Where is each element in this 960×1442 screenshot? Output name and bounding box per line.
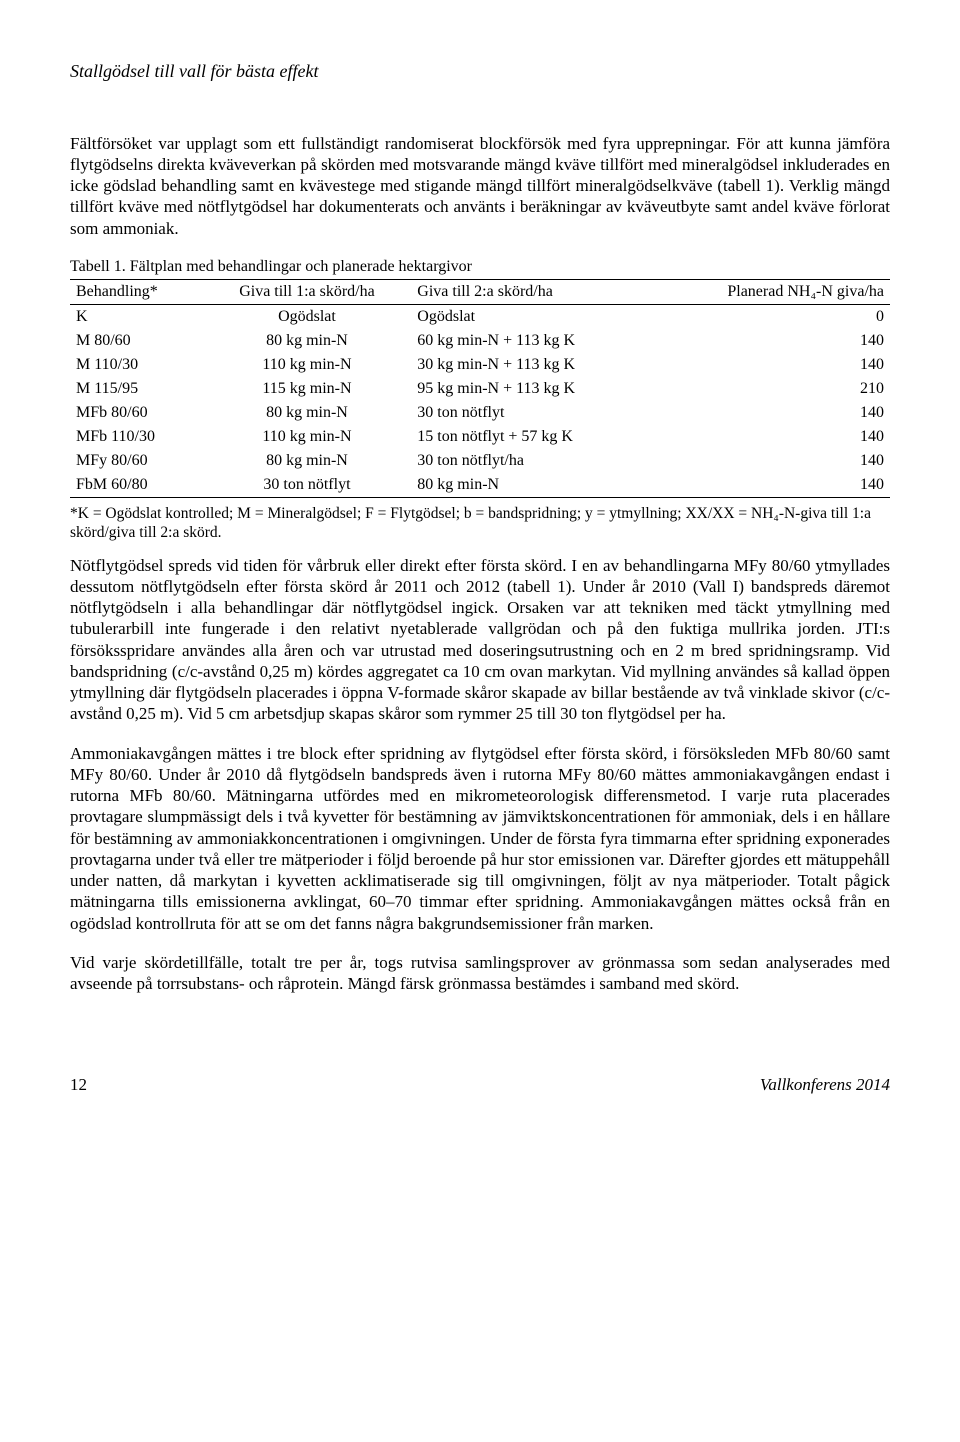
table-cell: 140 <box>651 473 890 498</box>
treatments-table: Behandling* Giva till 1:a skörd/ha Giva … <box>70 279 890 498</box>
table-cell: 15 ton nötflyt + 57 kg K <box>411 425 651 449</box>
table-cell: 0 <box>651 304 890 329</box>
table-row: MFb 110/30110 kg min-N15 ton nötflyt + 5… <box>70 425 890 449</box>
table-cell: 140 <box>651 449 890 473</box>
paragraph-1: Fältförsöket var upplagt som ett fullstä… <box>70 133 890 239</box>
table-cell: MFb 110/30 <box>70 425 203 449</box>
footer-event: Vallkonferens 2014 <box>760 1074 890 1095</box>
table-cell: 140 <box>651 425 890 449</box>
table-cell: M 115/95 <box>70 377 203 401</box>
paragraph-4: Vid varje skördetillfälle, totalt tre pe… <box>70 952 890 995</box>
table-cell: FbM 60/80 <box>70 473 203 498</box>
table-cell: 110 kg min-N <box>203 353 412 377</box>
table-cell: 30 ton nötflyt <box>411 401 651 425</box>
table-row: FbM 60/8030 ton nötflyt80 kg min-N140 <box>70 473 890 498</box>
table-cell: 30 ton nötflyt/ha <box>411 449 651 473</box>
table-cell: 140 <box>651 353 890 377</box>
table-cell: MFb 80/60 <box>70 401 203 425</box>
table-row: MFy 80/6080 kg min-N30 ton nötflyt/ha140 <box>70 449 890 473</box>
table-cell: M 110/30 <box>70 353 203 377</box>
table-row: KOgödslatOgödslat0 <box>70 304 890 329</box>
running-title: Stallgödsel till vall för bästa effekt <box>70 60 890 83</box>
table-cell: Ogödslat <box>411 304 651 329</box>
table-cell: 140 <box>651 329 890 353</box>
table-row: M 80/6080 kg min-N60 kg min-N + 113 kg K… <box>70 329 890 353</box>
table-cell: 95 kg min-N + 113 kg K <box>411 377 651 401</box>
paragraph-2: Nötflytgödsel spreds vid tiden för vårbr… <box>70 555 890 725</box>
col-header-dose1: Giva till 1:a skörd/ha <box>203 279 412 304</box>
table-row: M 115/95115 kg min-N95 kg min-N + 113 kg… <box>70 377 890 401</box>
page-number: 12 <box>70 1074 87 1095</box>
table-cell: 80 kg min-N <box>203 449 412 473</box>
table-cell: 60 kg min-N + 113 kg K <box>411 329 651 353</box>
table-cell: M 80/60 <box>70 329 203 353</box>
table-cell: 140 <box>651 401 890 425</box>
table-cell: 210 <box>651 377 890 401</box>
table-cell: 80 kg min-N <box>411 473 651 498</box>
table-footnote: *K = Ogödslat kontrolled; M = Mineralgöd… <box>70 504 890 543</box>
paragraph-3: Ammoniakavgången mättes i tre block efte… <box>70 743 890 934</box>
table-cell: 110 kg min-N <box>203 425 412 449</box>
col-header-dose2: Giva till 2:a skörd/ha <box>411 279 651 304</box>
table-row: MFb 80/6080 kg min-N30 ton nötflyt140 <box>70 401 890 425</box>
table-cell: 115 kg min-N <box>203 377 412 401</box>
table-cell: MFy 80/60 <box>70 449 203 473</box>
col-header-planned: Planerad NH₄-N giva/ha <box>651 279 890 304</box>
page-footer: 12 Vallkonferens 2014 <box>70 1074 890 1095</box>
table-cell: 80 kg min-N <box>203 401 412 425</box>
table-cell: Ogödslat <box>203 304 412 329</box>
table-cell: K <box>70 304 203 329</box>
table-cell: 80 kg min-N <box>203 329 412 353</box>
col-header-treatment: Behandling* <box>70 279 203 304</box>
table-row: M 110/30110 kg min-N30 kg min-N + 113 kg… <box>70 353 890 377</box>
table-cell: 30 ton nötflyt <box>203 473 412 498</box>
table-cell: 30 kg min-N + 113 kg K <box>411 353 651 377</box>
table-caption: Tabell 1. Fältplan med behandlingar och … <box>70 257 890 277</box>
